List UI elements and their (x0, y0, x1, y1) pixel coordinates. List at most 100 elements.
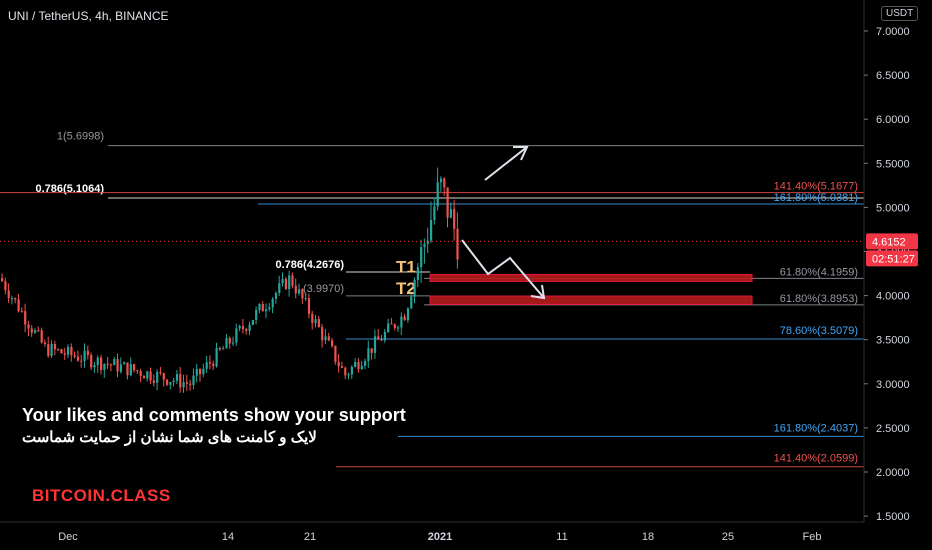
candle-body (90, 355, 93, 368)
candle-body (195, 368, 198, 376)
candle-body (172, 380, 175, 383)
candle-body (307, 298, 311, 314)
y-tick-label: 2.5000 (876, 423, 910, 435)
candle-body (298, 289, 301, 294)
candle-body (53, 344, 56, 350)
candle-body (185, 382, 188, 384)
candle-body (314, 319, 317, 324)
candle-body (364, 360, 367, 366)
last-price-tag (866, 233, 918, 250)
candle-body (449, 209, 452, 218)
candle-body (80, 360, 83, 362)
x-tick-label: 11 (556, 531, 567, 543)
candle-body (347, 374, 350, 376)
target-zone-label: T1 (396, 257, 416, 276)
candle-body (393, 324, 396, 328)
candle-body (380, 339, 383, 341)
fib-level-label: (3.9970) (303, 283, 344, 295)
candle-body (235, 328, 238, 343)
candle-body (7, 290, 10, 299)
candle-body (109, 364, 113, 366)
candle-body (367, 348, 370, 361)
candle-body (215, 347, 218, 367)
x-tick-label: 18 (642, 531, 654, 543)
candle-body (225, 337, 228, 349)
symbol-title[interactable]: UNI / TetherUS, 4h, BINANCE (8, 9, 169, 23)
candle-body (208, 362, 212, 364)
candle-body (423, 243, 426, 248)
candle-body (304, 298, 307, 300)
candle-body (179, 374, 182, 388)
candle-body (83, 350, 86, 361)
candle-body (10, 298, 14, 300)
up-arrow-head (513, 146, 529, 161)
candle-body (1, 277, 4, 282)
candle-body (142, 376, 146, 379)
candle-body (156, 372, 159, 383)
candle-body (232, 342, 235, 344)
fib-level-label: 161.80%(2.4037) (774, 422, 858, 434)
price-axis: 7.00006.50006.00005.50005.00004.50004.00… (0, 0, 918, 543)
fib-level-label: 0.786(5.1064) (36, 183, 105, 195)
currency-button[interactable]: USDT (881, 6, 919, 21)
candle-body (192, 375, 195, 386)
candle-body (126, 362, 129, 376)
candle-body (406, 308, 410, 321)
candle-body (373, 336, 377, 353)
candle-body (284, 278, 287, 289)
candle-body (258, 303, 261, 311)
candle-body (57, 349, 60, 351)
candle-body (40, 330, 43, 343)
candle-body (334, 345, 337, 362)
candle-body (166, 379, 169, 385)
candle-body (93, 365, 96, 368)
candle-body (387, 323, 390, 332)
y-tick-label: 6.5000 (876, 70, 910, 82)
candle-body (274, 293, 278, 299)
target-zone (429, 273, 753, 282)
candle-body (288, 275, 291, 289)
candle-body (357, 362, 360, 370)
candle-body (281, 278, 284, 284)
candle-body (301, 289, 304, 299)
candle-body (433, 206, 436, 220)
candle-body (241, 326, 245, 330)
y-tick-label: 1.5000 (876, 511, 910, 523)
x-tick-label: 25 (722, 531, 734, 543)
candle-body (119, 364, 122, 372)
candle-body (331, 340, 334, 346)
candle-body (205, 362, 208, 369)
candle-body (390, 323, 393, 325)
target-zone (429, 295, 753, 305)
candle-body (50, 344, 53, 356)
candle-body (413, 279, 416, 297)
y-tick-label: 3.0000 (876, 379, 910, 391)
candle-body (271, 298, 274, 308)
candle-body (76, 356, 80, 361)
candle-body (175, 374, 179, 381)
candle-body (340, 366, 344, 368)
fib-level-label: 1(5.6998) (57, 131, 104, 143)
candle-body (228, 337, 231, 344)
candle-body (159, 372, 162, 374)
candle-body (133, 364, 136, 371)
candle-body (152, 380, 155, 383)
candle-body (37, 330, 40, 332)
candle-body (222, 348, 225, 350)
candle-body (202, 368, 205, 375)
candle-body (344, 367, 347, 376)
y-tick-label: 2.0000 (876, 467, 910, 479)
countdown-value: 02:51:27 (872, 253, 915, 265)
y-tick-label: 5.0000 (876, 202, 910, 214)
down-arrow-line (461, 239, 545, 299)
candle-body (400, 316, 403, 328)
candle-body (212, 363, 215, 367)
candle-body (67, 346, 70, 355)
fib-level-label: 61.80%(4.1959) (780, 266, 858, 278)
candle-body (43, 342, 47, 345)
candle-body (317, 319, 320, 328)
candle-body (139, 371, 142, 377)
candle-body (103, 363, 106, 370)
target-zone-label: T2 (396, 279, 416, 298)
